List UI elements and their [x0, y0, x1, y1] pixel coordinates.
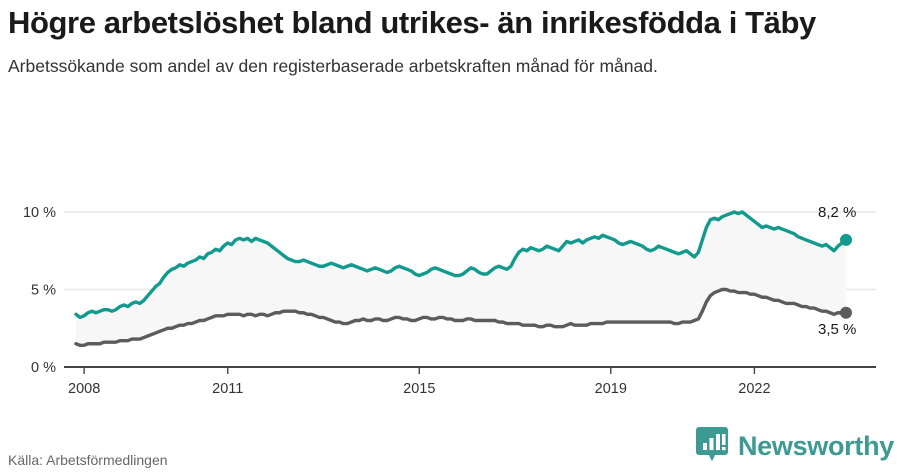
brand-logo: Newsworthy: [695, 426, 894, 466]
source-note: Källa: Arbetsförmedlingen: [8, 452, 168, 468]
end-value-label-total: 3,5 %: [818, 321, 856, 338]
area-between-series: [76, 212, 846, 346]
chart-header: Högre arbetslöshet bland utrikes- än inr…: [8, 4, 888, 79]
end-value-label-utlandsfodda: 8,2 %: [818, 204, 856, 221]
x-axis-tick-2008: 2008: [68, 381, 100, 397]
x-axis-labels: 2008 2011 2015 2019 2022: [68, 381, 771, 397]
end-dot-utlandsfodda: [840, 233, 852, 246]
y-axis-labels: 0 % 5 % 10 %: [23, 205, 56, 376]
series-lines: [74, 210, 848, 347]
series-line-utlandsfodda: [74, 210, 848, 320]
x-axis-tick-2019: 2019: [595, 381, 627, 397]
y-axis-tick-0: 0 %: [31, 360, 56, 376]
x-axis-tick-2011: 2011: [212, 381, 243, 397]
series-line-total: [74, 287, 848, 347]
chart-subtitle: Arbetssökande som andel av den registerb…: [8, 56, 658, 76]
between-series-fill: [76, 212, 846, 346]
y-axis-tick-5: 5 %: [31, 283, 56, 299]
page-title: Högre arbetslöshet bland utrikes- än inr…: [8, 5, 816, 40]
brand-name: Newsworthy: [737, 430, 894, 461]
chart-footer: Källa: Arbetsförmedlingen Newsworthy: [0, 427, 900, 474]
end-dot-total: [840, 306, 852, 319]
x-axis-tick-2022: 2022: [738, 381, 770, 397]
bar-chart-speech-bubble-icon: [695, 427, 728, 462]
y-axis-tick-10: 10 %: [23, 205, 56, 221]
x-axis-tick-2015: 2015: [403, 381, 435, 397]
series-end-dots: [840, 233, 852, 319]
x-axis: [83, 367, 756, 374]
